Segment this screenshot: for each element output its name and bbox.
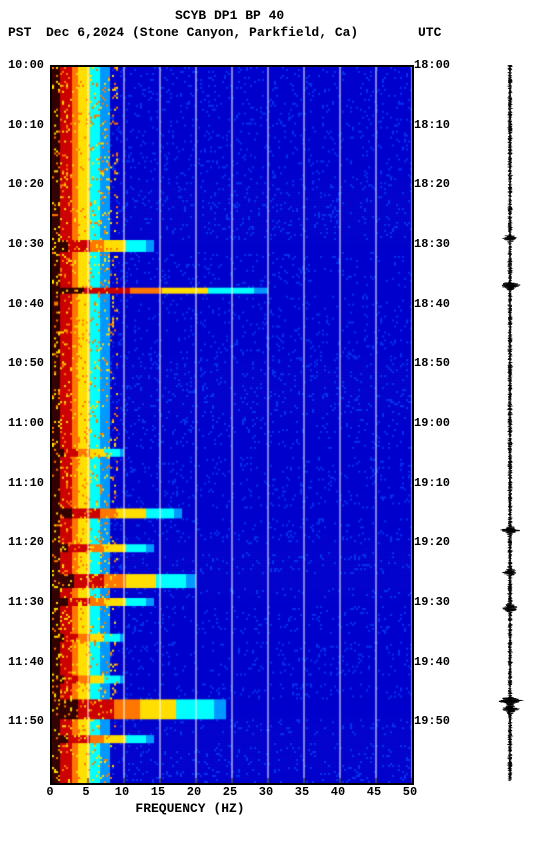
left-time-tick: 11:40 [0, 655, 44, 669]
left-time-tick: 10:10 [0, 118, 44, 132]
left-time-tick: 10:40 [0, 297, 44, 311]
right-time-tick: 18:40 [414, 297, 450, 311]
left-time-tick: 11:00 [0, 416, 44, 430]
seismic-strip [495, 65, 525, 781]
right-time-tick: 19:20 [414, 535, 450, 549]
left-time-tick: 10:20 [0, 177, 44, 191]
left-tz-label: PST [8, 25, 31, 40]
freq-tick: 10 [115, 785, 129, 799]
right-time-tick: 19:50 [414, 714, 450, 728]
spectrogram-canvas [52, 67, 412, 783]
freq-tick: 5 [82, 785, 89, 799]
seismic-trace [499, 65, 524, 781]
chart-title-line1: SCYB DP1 BP 40 [0, 8, 552, 23]
location-label: (Stone Canyon, Parkfield, Ca) [132, 25, 358, 40]
freq-tick: 45 [367, 785, 381, 799]
right-tz-label: UTC [418, 25, 441, 40]
freq-tick: 20 [187, 785, 201, 799]
left-time-tick: 10:30 [0, 237, 44, 251]
freq-tick: 15 [151, 785, 165, 799]
freq-tick: 30 [259, 785, 273, 799]
left-time-tick: 11:50 [0, 714, 44, 728]
right-time-tick: 19:40 [414, 655, 450, 669]
right-time-tick: 18:50 [414, 356, 450, 370]
freq-tick: 50 [403, 785, 417, 799]
date-label: Dec 6,2024 [46, 25, 124, 40]
freq-tick: 0 [46, 785, 53, 799]
left-time-tick: 11:10 [0, 476, 44, 490]
freq-tick: 25 [223, 785, 237, 799]
right-time-tick: 19:00 [414, 416, 450, 430]
x-axis-label: FREQUENCY (HZ) [0, 801, 420, 816]
right-time-tick: 19:30 [414, 595, 450, 609]
freq-tick: 40 [331, 785, 345, 799]
left-time-tick: 11:20 [0, 535, 44, 549]
left-time-tick: 11:30 [0, 595, 44, 609]
right-time-tick: 18:20 [414, 177, 450, 191]
right-time-tick: 18:10 [414, 118, 450, 132]
right-time-tick: 18:00 [414, 58, 450, 72]
left-time-tick: 10:50 [0, 356, 44, 370]
freq-tick: 35 [295, 785, 309, 799]
left-time-tick: 10:00 [0, 58, 44, 72]
right-time-tick: 18:30 [414, 237, 450, 251]
right-time-tick: 19:10 [414, 476, 450, 490]
title-text-1: SCYB DP1 BP 40 [175, 8, 284, 23]
x-axis-label-text: FREQUENCY (HZ) [135, 801, 244, 816]
spectrogram-plot [50, 65, 414, 785]
